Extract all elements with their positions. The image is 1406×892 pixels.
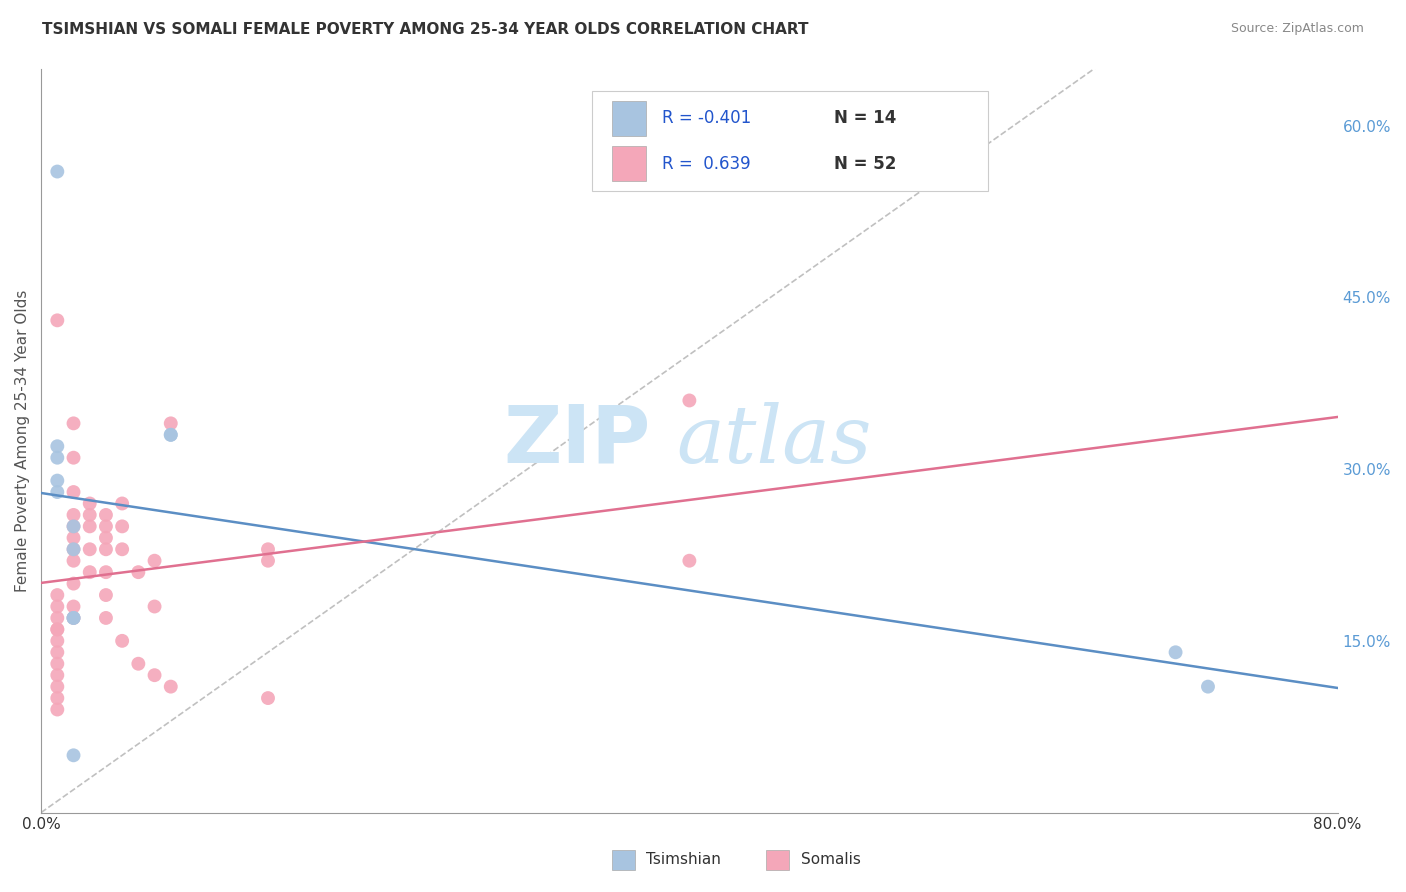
Point [46,611,69,625]
Bar [612,146,647,181]
Point [143,599,166,614]
Point [127,565,149,579]
Point [678,554,700,568]
Point [62,519,84,533]
Point [79,508,101,522]
Point [46,623,69,637]
Point [127,657,149,671]
Point [62,748,84,763]
Text: R =  0.639: R = 0.639 [662,154,751,173]
Text: Somalis: Somalis [801,853,860,867]
Point [79,542,101,557]
Point [159,427,181,442]
Point [62,542,84,557]
Point [111,633,134,648]
Point [94,611,117,625]
Point [111,542,134,557]
Point [94,588,117,602]
Point [62,611,84,625]
Text: ZIP: ZIP [503,401,651,480]
Point [62,531,84,545]
Point [159,427,181,442]
Point [143,668,166,682]
Text: atlas: atlas [676,401,872,479]
Point [143,554,166,568]
Point [257,554,280,568]
Point [46,588,69,602]
Point [46,485,69,500]
Point [46,623,69,637]
Point [62,611,84,625]
Point [62,417,84,431]
Point [62,542,84,557]
Point [46,439,69,453]
Point [94,519,117,533]
Bar [592,91,987,191]
Point [111,496,134,510]
Point [678,393,700,408]
Point [94,542,117,557]
Y-axis label: Female Poverty Among 25-34 Year Olds: Female Poverty Among 25-34 Year Olds [15,289,30,591]
Point [159,680,181,694]
Point [94,531,117,545]
Text: TSIMSHIAN VS SOMALI FEMALE POVERTY AMONG 25-34 YEAR OLDS CORRELATION CHART: TSIMSHIAN VS SOMALI FEMALE POVERTY AMONG… [42,22,808,37]
Point [46,691,69,706]
Point [46,702,69,716]
Point [1164,645,1187,659]
Point [62,508,84,522]
Point [46,313,69,327]
Point [62,576,84,591]
Point [257,691,280,706]
Point [111,519,134,533]
Point [46,633,69,648]
Text: Tsimshian: Tsimshian [647,853,721,867]
Point [94,508,117,522]
Point [159,417,181,431]
Point [46,657,69,671]
Point [46,164,69,178]
Point [257,542,280,557]
Point [1197,680,1219,694]
Text: R = -0.401: R = -0.401 [662,109,751,127]
Point [62,450,84,465]
Point [62,554,84,568]
Point [79,519,101,533]
Point [46,680,69,694]
Point [79,496,101,510]
Text: N = 14: N = 14 [834,109,897,127]
Point [62,485,84,500]
Text: Source: ZipAtlas.com: Source: ZipAtlas.com [1230,22,1364,36]
Point [46,474,69,488]
Point [46,645,69,659]
Point [46,668,69,682]
Point [46,599,69,614]
Point [62,599,84,614]
Text: N = 52: N = 52 [834,154,897,173]
Point [62,611,84,625]
Point [46,450,69,465]
Bar [612,101,647,136]
Point [94,565,117,579]
Point [62,519,84,533]
Point [79,565,101,579]
